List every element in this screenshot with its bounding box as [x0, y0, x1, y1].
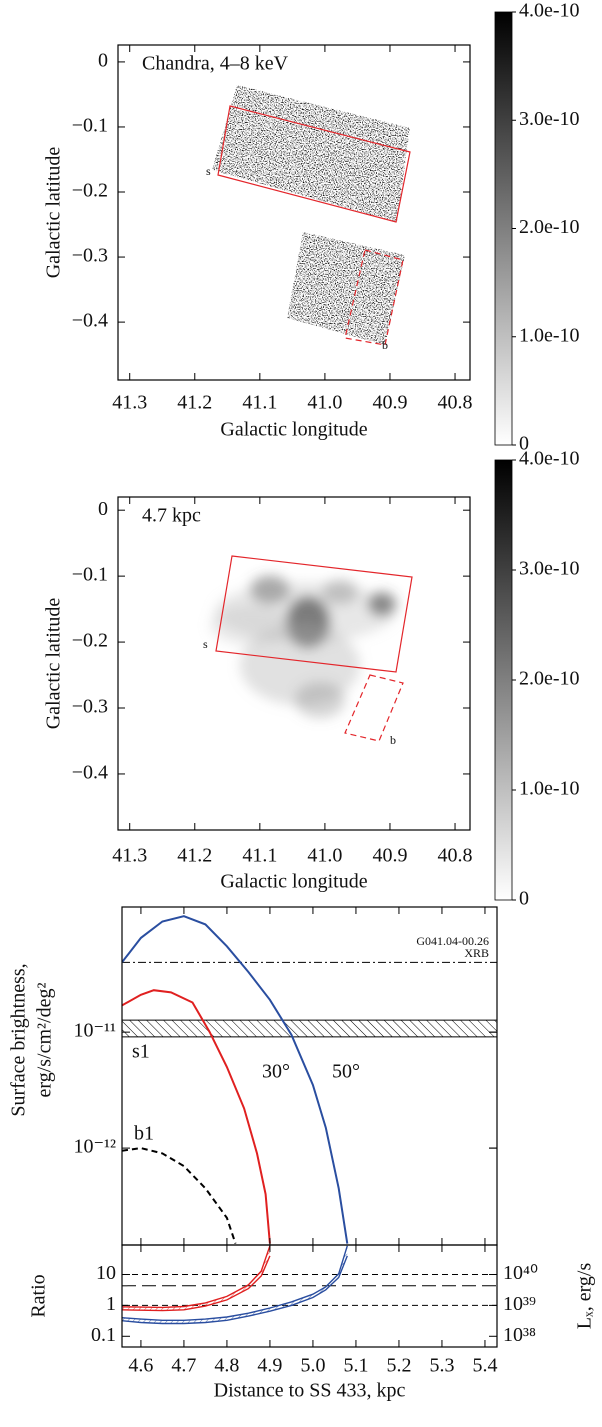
blob [210, 605, 290, 645]
y-tick-label: −0.3 [72, 696, 108, 718]
x-tick-label: 5.0 [300, 1355, 325, 1377]
y-tick-label: 0 [98, 50, 108, 72]
region-label: b [390, 733, 396, 747]
x-tick-label: 40.9 [372, 845, 407, 867]
blob [368, 592, 396, 616]
colorbar-tick-label: 2.0e-10 [519, 216, 580, 238]
x-tick-label: 41.2 [177, 392, 212, 414]
y-tick-label: 10⁻¹² [73, 1136, 116, 1158]
x-tick-label: 5.4 [472, 1355, 497, 1377]
region-label: s [206, 164, 211, 178]
region-label: s [203, 637, 208, 651]
series-line [122, 915, 349, 1244]
colorbar-tick-label: 0 [519, 888, 529, 910]
y-tick-label: −0.3 [72, 245, 108, 267]
texture-speckle [212, 85, 410, 345]
x-axis-label: Galactic longitude [220, 419, 367, 441]
colorbar-tick-label: 3.0e-10 [519, 558, 580, 580]
x-tick-label: 41.1 [242, 845, 277, 867]
y-tick-label: 0 [98, 498, 108, 520]
x-tick-label: 41.0 [307, 845, 342, 867]
x-tick-label: 40.8 [438, 392, 473, 414]
x-tick-label: 41.0 [307, 392, 342, 414]
y-tick-label: −0.4 [72, 310, 108, 332]
y-tick-label: −0.4 [72, 762, 108, 784]
y-axis-label: Ratio [28, 1274, 50, 1317]
band-low [122, 1255, 271, 1312]
x-tick-label: 5.3 [429, 1355, 454, 1377]
colorbar-tick-label: 1.0e-10 [519, 778, 580, 800]
x-tick-label: 40.9 [372, 392, 407, 414]
x-tick-label: 41.3 [112, 392, 147, 414]
band-fill [122, 1245, 270, 1311]
x-tick-label: 5.2 [386, 1355, 411, 1377]
blob [295, 682, 345, 718]
band-fill [122, 1245, 348, 1324]
x-tick-label: 41.1 [242, 392, 277, 414]
region [217, 105, 411, 223]
colorbar-tick-label: 3.0e-10 [519, 108, 580, 130]
region-label: b [382, 338, 388, 352]
reference-label: XRB [464, 946, 489, 960]
y2-tick-label: 10³⁸ [503, 1324, 536, 1346]
y-tick-label: 1 [106, 1293, 116, 1315]
x-tick-label: 4.8 [214, 1355, 239, 1377]
y-tick-label: −0.1 [72, 115, 108, 137]
region [344, 674, 404, 742]
y2-axis-label: Lₓ, erg/s [574, 1263, 596, 1330]
image-blobs [210, 576, 396, 718]
x-tick-label: 41.2 [177, 845, 212, 867]
y-tick-label: 10 [96, 1262, 116, 1284]
axes-frame [117, 496, 471, 831]
x-axis-label: Distance to SS 433, kpc [214, 1380, 406, 1402]
series-label: b1 [134, 1123, 154, 1145]
axes-frame [117, 44, 471, 381]
region [215, 555, 413, 673]
x-tick-label: 40.8 [438, 845, 473, 867]
colorbar-tick-label: 1.0e-10 [519, 324, 580, 346]
band-high [122, 1245, 348, 1321]
colorbar-tick-label: 2.0e-10 [519, 668, 580, 690]
plot-area [122, 1245, 497, 1325]
plot-area [122, 915, 497, 1244]
y-axis-label: Surface brightness, [8, 963, 30, 1116]
y2-tick-label: 10³⁹ [503, 1293, 536, 1315]
y-tick-label: 0.1 [91, 1324, 116, 1346]
x-tick-label: 4.9 [257, 1355, 282, 1377]
x-tick-label: 4.6 [128, 1355, 153, 1377]
colorbar-tick-label: 0 [519, 433, 529, 455]
x-tick-label: 4.7 [171, 1355, 196, 1377]
colorbar [494, 459, 513, 901]
x-axis-label: Galactic longitude [220, 871, 367, 893]
y-axis-label: Galactic latitude [43, 147, 65, 279]
axes-frame [121, 1244, 498, 1348]
x-tick-label: 41.3 [112, 845, 147, 867]
y-tick-label: −0.2 [72, 180, 108, 202]
series-label: 50° [332, 1061, 360, 1083]
colorbar-tick-label: 4.0e-10 [519, 0, 580, 22]
annotation: Chandra, 4–8 keV [142, 53, 289, 75]
y-tick-label: −0.2 [72, 630, 108, 652]
y-axis-label: Galactic latitude [43, 598, 65, 730]
colorbar [494, 11, 513, 446]
y2-tick-label: 10⁴⁰ [503, 1262, 538, 1284]
series-line [122, 1147, 237, 1244]
series-label: 30° [262, 1061, 290, 1083]
y-axis-label: erg/s/cm²/deg² [34, 983, 56, 1098]
x-tick-label: 5.1 [343, 1355, 368, 1377]
reference-label: G041.04-00.26 [416, 934, 489, 948]
band [122, 1020, 497, 1037]
colorbar-tick-label: 4.0e-10 [519, 448, 580, 470]
band-high [122, 1245, 271, 1309]
y-tick-label: 10⁻¹¹ [73, 1020, 116, 1042]
band-label: s1 [132, 1040, 150, 1062]
y-tick-label: −0.1 [72, 564, 108, 586]
image-texture [212, 85, 410, 345]
annotation: 4.7 kpc [142, 505, 201, 527]
series-line [122, 989, 271, 1244]
band-low [122, 1255, 348, 1325]
